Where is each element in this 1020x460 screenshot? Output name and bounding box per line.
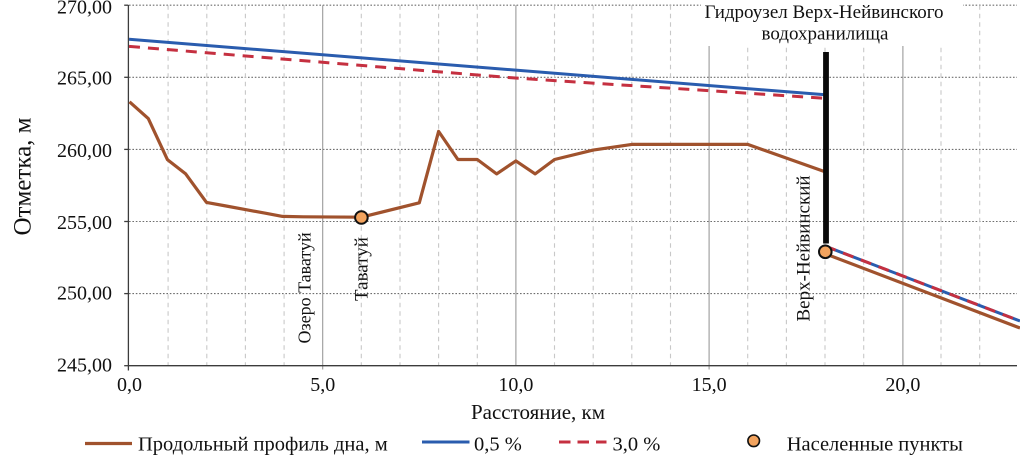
svg-text:водохранилища: водохранилища [762, 23, 890, 44]
svg-text:260,00: 260,00 [57, 140, 112, 162]
svg-text:Озеро Таватуй: Озеро Таватуй [295, 232, 315, 344]
svg-text:265,00: 265,00 [57, 67, 112, 89]
svg-text:Гидроузел Верх-Нейвинского: Гидроузел Верх-Нейвинского [704, 2, 943, 23]
svg-text:255,00: 255,00 [57, 212, 112, 234]
svg-text:Населенные пункты: Населенные пункты [787, 434, 963, 456]
svg-text:20,0: 20,0 [885, 374, 920, 396]
svg-text:0,0: 0,0 [117, 374, 142, 396]
svg-text:10,0: 10,0 [498, 374, 533, 396]
svg-text:5,0: 5,0 [310, 374, 335, 396]
svg-text:Продольный профиль дна, м: Продольный профиль дна, м [138, 434, 388, 456]
svg-text:250,00: 250,00 [57, 282, 112, 304]
svg-text:Расстояние, км: Расстояние, км [471, 400, 605, 424]
svg-text:Отметка, м: Отметка, м [10, 117, 37, 235]
svg-text:Таватуй: Таватуй [352, 237, 373, 301]
svg-text:3,0 %: 3,0 % [613, 434, 661, 456]
svg-text:270,00: 270,00 [57, 0, 112, 19]
svg-text:245,00: 245,00 [57, 355, 112, 377]
svg-text:0,5 %: 0,5 % [474, 434, 522, 456]
svg-text:15,0: 15,0 [692, 374, 727, 396]
svg-text:Верх-Нейвинский: Верх-Нейвинский [794, 175, 815, 321]
